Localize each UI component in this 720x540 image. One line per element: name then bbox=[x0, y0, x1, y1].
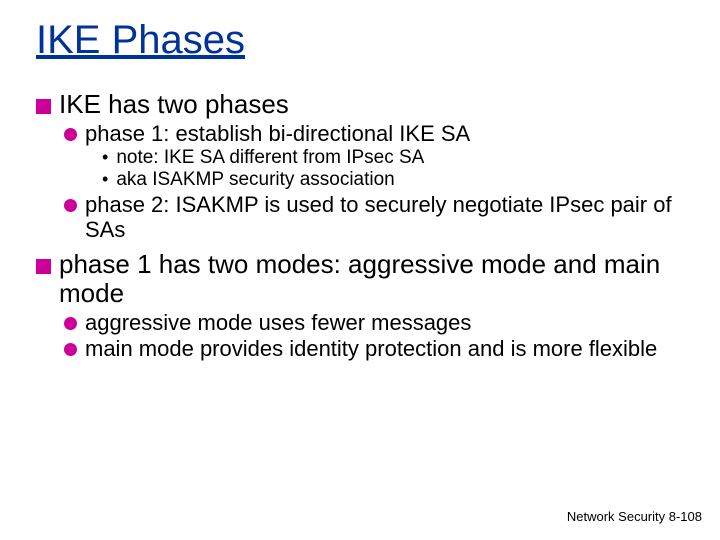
bullet-lvl2: aggressive mode uses fewer messages bbox=[64, 310, 684, 335]
circle-bullet-icon bbox=[64, 199, 77, 212]
bullet-text: aggressive mode uses fewer messages bbox=[85, 310, 684, 335]
bullet-lvl3: • note: IKE SA different from IPsec SA bbox=[102, 147, 684, 169]
bullet-lvl2: phase 1: establish bi-directional IKE SA bbox=[64, 121, 684, 146]
slide: IKE Phases IKE has two phases phase 1: e… bbox=[0, 0, 720, 540]
circle-bullet-icon bbox=[64, 128, 77, 141]
bullet-text: main mode provides identity protection a… bbox=[85, 336, 684, 361]
slide-title: IKE Phases bbox=[36, 18, 684, 62]
dot-bullet-icon: • bbox=[102, 147, 108, 169]
bullet-lvl1: IKE has two phases bbox=[36, 90, 684, 119]
footer-page: 8-108 bbox=[669, 509, 702, 524]
footer-text: Network Security bbox=[567, 509, 669, 524]
circle-bullet-icon bbox=[64, 343, 77, 356]
bullet-text: phase 1: establish bi-directional IKE SA bbox=[85, 121, 684, 146]
bullet-lvl3: • aka ISAKMP security association bbox=[102, 169, 684, 191]
bullet-lvl2: phase 2: ISAKMP is used to securely nego… bbox=[64, 192, 684, 243]
bullet-lvl1: phase 1 has two modes: aggressive mode a… bbox=[36, 250, 684, 308]
bullet-lvl2: main mode provides identity protection a… bbox=[64, 336, 684, 361]
circle-bullet-icon bbox=[64, 317, 77, 330]
bullet-text: note: IKE SA different from IPsec SA bbox=[116, 147, 684, 169]
square-bullet-icon bbox=[36, 259, 51, 274]
bullet-text: aka ISAKMP security association bbox=[116, 169, 684, 191]
dot-bullet-icon: • bbox=[102, 169, 108, 191]
slide-footer: Network Security 8-108 bbox=[567, 509, 702, 524]
bullet-text: phase 1 has two modes: aggressive mode a… bbox=[59, 250, 684, 308]
bullet-text: IKE has two phases bbox=[59, 90, 684, 119]
square-bullet-icon bbox=[36, 99, 51, 114]
bullet-text: phase 2: ISAKMP is used to securely nego… bbox=[85, 192, 684, 243]
